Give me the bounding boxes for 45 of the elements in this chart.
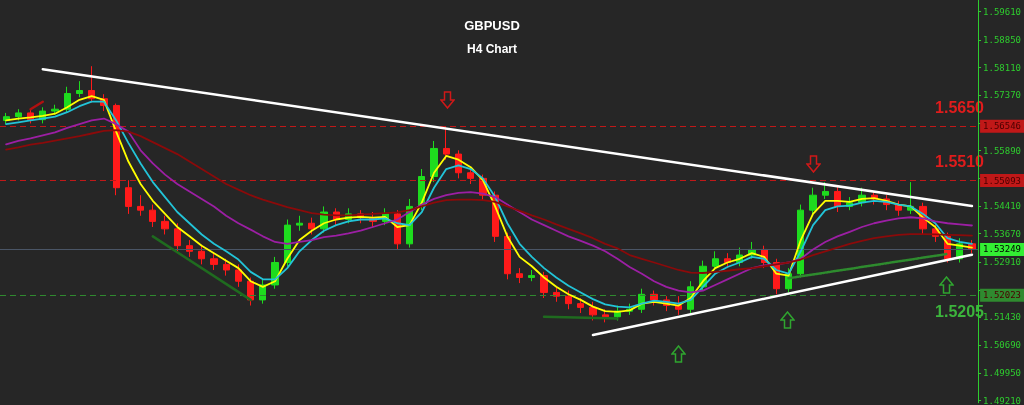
candlestick	[51, 104, 59, 116]
candlestick	[296, 215, 303, 232]
candlestick	[223, 258, 230, 277]
y-tick-label: 1.53670	[983, 228, 1022, 239]
candlestick	[528, 269, 535, 282]
candlestick	[504, 232, 511, 280]
ref-line-label: 1.56546	[983, 121, 1022, 132]
ref-line-label: 1.52023	[983, 290, 1022, 301]
candlestick	[712, 250, 719, 271]
candlestick	[565, 290, 572, 310]
candlestick	[430, 140, 438, 183]
candlestick	[516, 267, 523, 284]
text: GBPUSD	[464, 18, 520, 33]
y-tick-label: 1.55890	[983, 145, 1022, 156]
candlestick	[161, 215, 169, 235]
y-tick-label: 1.54410	[983, 201, 1022, 212]
candlestick	[174, 222, 181, 252]
candlestick	[602, 308, 609, 323]
ref-line-label: 1.53249	[983, 244, 1022, 255]
candlestick	[210, 252, 218, 271]
candlestick	[198, 245, 205, 265]
candlestick	[822, 181, 829, 200]
candlestick	[553, 286, 560, 303]
candlestick	[149, 204, 156, 228]
candlestick	[308, 217, 315, 235]
y-tick-label: 1.58850	[983, 35, 1022, 46]
candlestick	[137, 194, 144, 217]
y-tick-label: 1.50690	[983, 340, 1022, 351]
y-tick-label: 1.49950	[983, 367, 1022, 378]
y-tick-label: 1.52910	[983, 257, 1022, 268]
y-tick-label: 1.59610	[983, 6, 1022, 17]
candlestick	[15, 108, 22, 121]
candlestick	[577, 297, 584, 314]
candlestick	[235, 263, 242, 288]
y-tick-label: 1.51430	[983, 312, 1022, 323]
candlestick	[125, 179, 132, 215]
y-tick-label: 1.57370	[983, 90, 1022, 101]
y-tick-label: 1.58110	[983, 62, 1022, 73]
candlestick	[809, 187, 817, 215]
ref-line-label: 1.55093	[983, 175, 1022, 186]
candlestick	[76, 80, 83, 98]
text: H4 Chart	[466, 42, 518, 56]
y-tick-label: 1.49210	[983, 395, 1022, 405]
candlestick	[589, 301, 597, 321]
candlestick	[540, 271, 548, 299]
